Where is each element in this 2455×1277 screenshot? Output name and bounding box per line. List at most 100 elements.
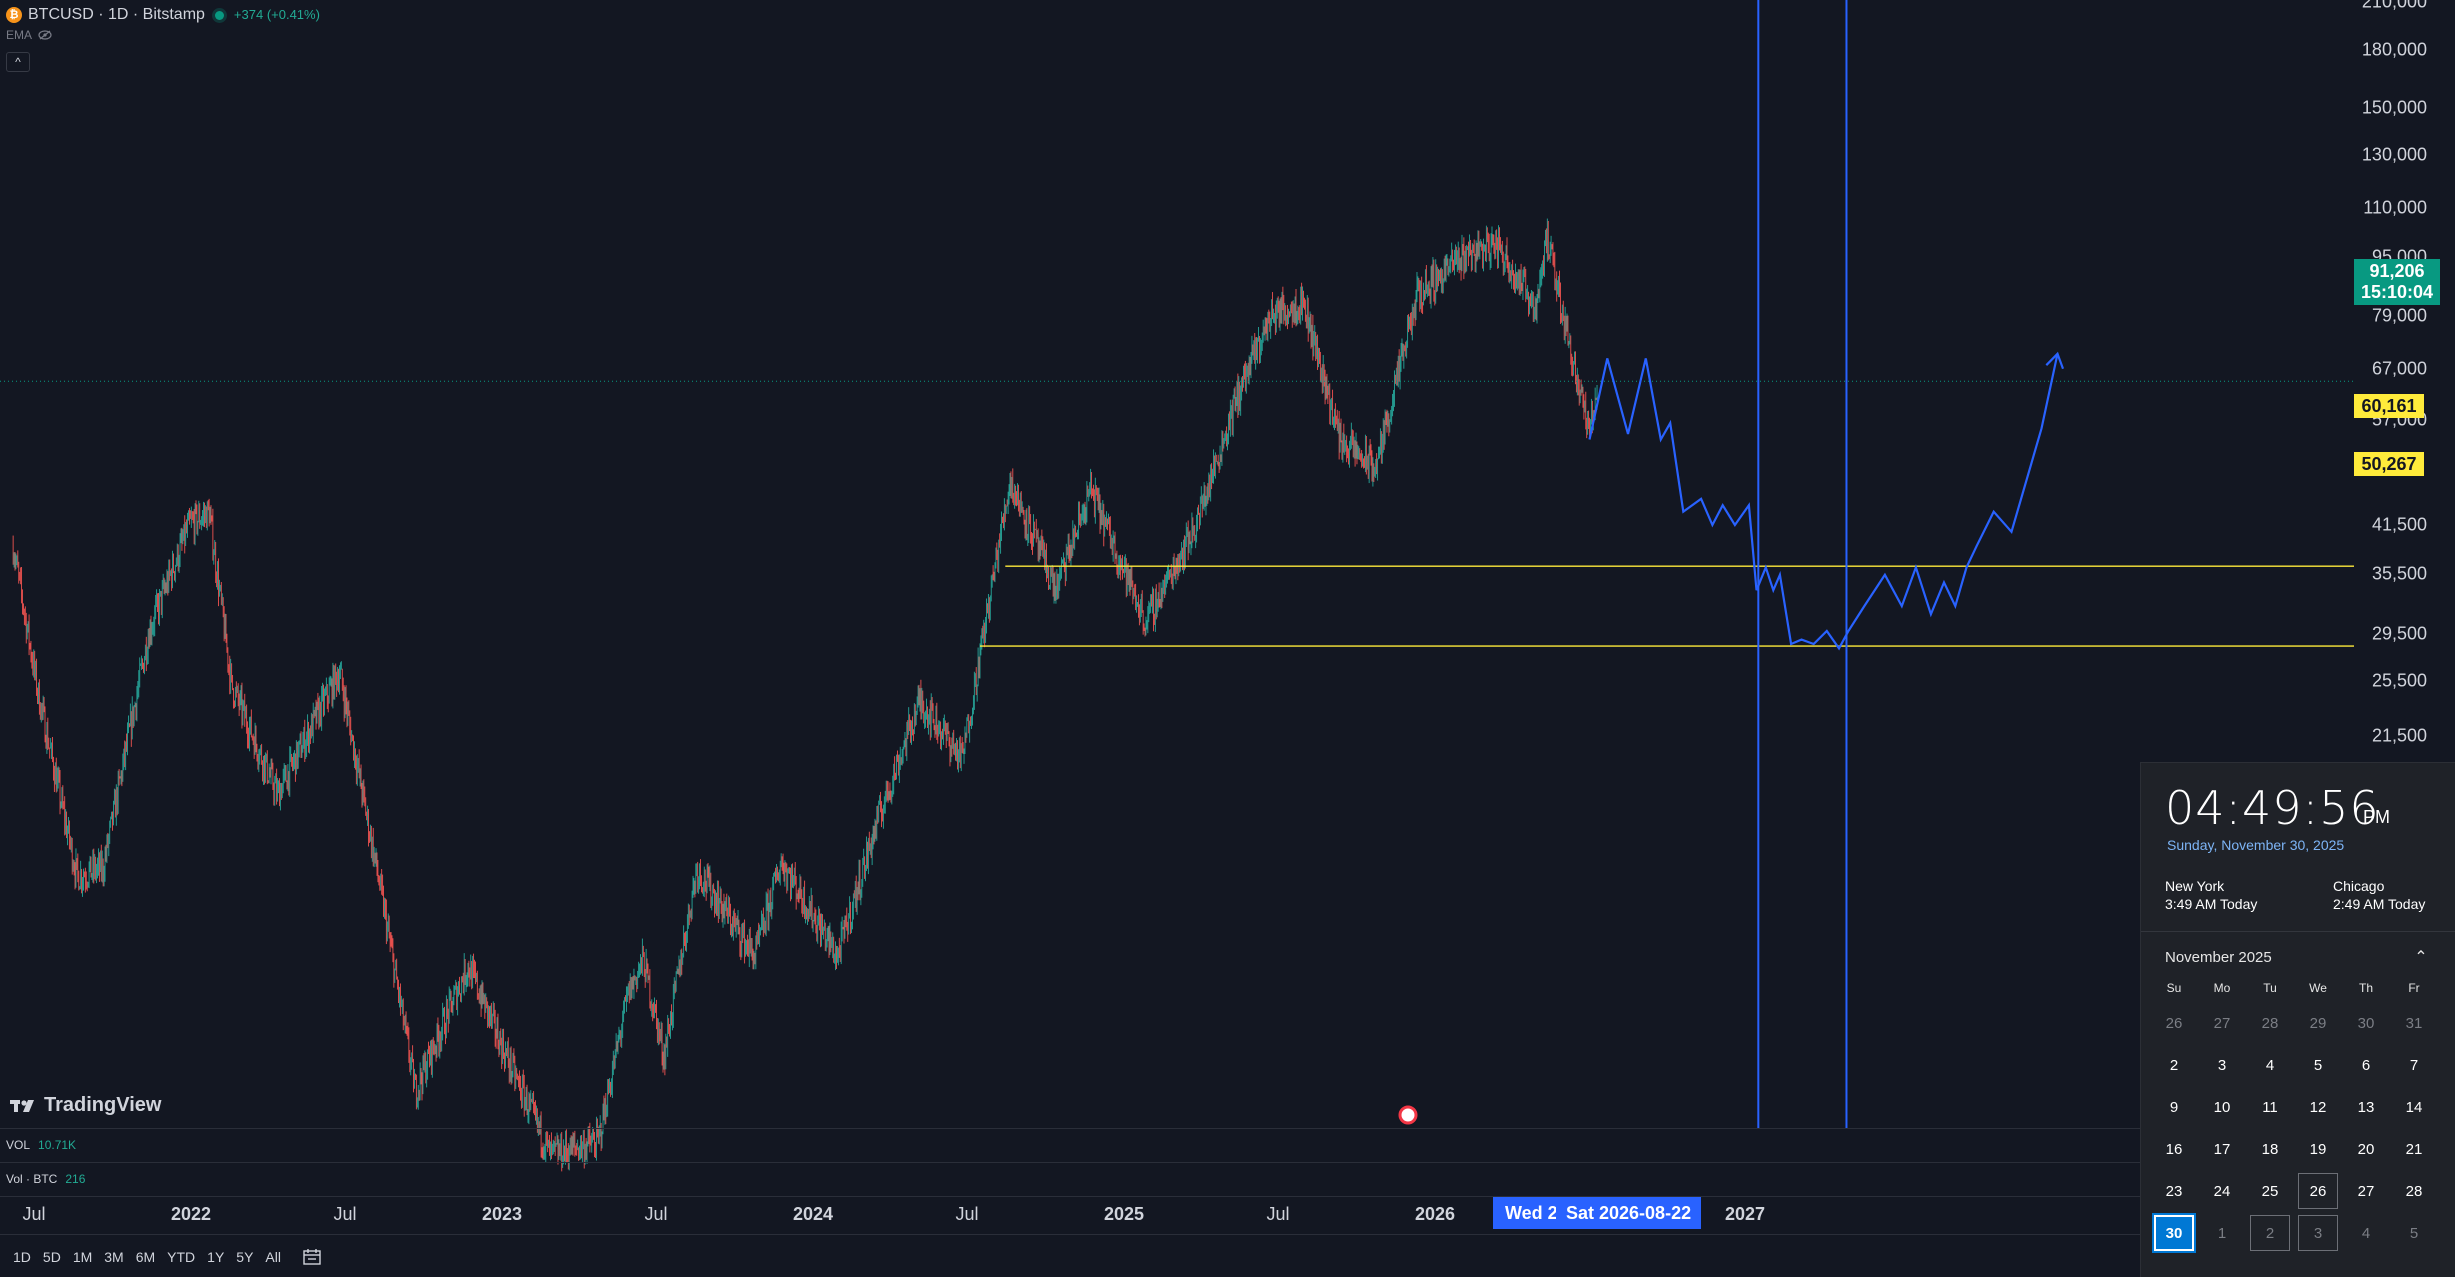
calendar-day[interactable]: 1	[2217, 1224, 2227, 1242]
projection-path	[1588, 353, 2059, 651]
calendar-day[interactable]: 28	[2405, 1182, 2423, 1200]
price-tick: 150,000	[2361, 97, 2427, 118]
range-button-1d[interactable]: 1D	[13, 1248, 31, 1265]
weekday-label: Mo	[2213, 981, 2231, 995]
weekday-label: Su	[2166, 981, 2182, 995]
calendar-day[interactable]: 4	[2361, 1224, 2371, 1242]
level-badge[interactable]: 60,161	[2354, 394, 2424, 418]
world-clock-chicago: Chicago 2:49 AM Today	[2333, 877, 2425, 913]
calendar-day[interactable]: 26	[2165, 1014, 2183, 1032]
price-tick: 79,000	[2371, 305, 2427, 326]
time-tick: Jul	[955, 1204, 979, 1224]
calendar-day[interactable]: 14	[2405, 1098, 2423, 1116]
calendar-day[interactable]: 4	[2265, 1056, 2275, 1074]
crosshair-date-label: Wed 20	[1493, 1197, 1557, 1229]
calendar-day[interactable]: 7	[2409, 1056, 2419, 1074]
crosshair-date-label: Sat 2026-08-22	[1556, 1197, 1702, 1229]
calendar-day[interactable]: 6	[2361, 1056, 2371, 1074]
time-tick: Jul	[644, 1204, 668, 1224]
pane-separator[interactable]	[0, 1128, 2140, 1129]
market-status-icon	[214, 10, 224, 20]
range-button-5d[interactable]: 5D	[42, 1248, 61, 1265]
calendar-day[interactable]: 2	[2169, 1056, 2179, 1074]
time-axis[interactable]	[0, 1196, 2140, 1232]
time-tick: 2023	[481, 1204, 523, 1224]
symbol-title[interactable]: BTCUSD · 1D · Bitstamp	[28, 6, 205, 23]
calendar-month-title[interactable]: November 2025	[2165, 949, 2272, 966]
calendar-day[interactable]: 13	[2357, 1098, 2375, 1116]
tradingview-logo[interactable]: TradingView	[10, 1094, 161, 1117]
calendar-day[interactable]: 21	[2405, 1140, 2423, 1158]
range-button-ytd[interactable]: YTD	[167, 1248, 196, 1265]
calendar-day[interactable]: 31	[2405, 1014, 2423, 1032]
time-tick: 2026	[1414, 1204, 1456, 1224]
indicator-legend[interactable]: EMA	[6, 28, 52, 42]
pane-separator[interactable]	[0, 1162, 2140, 1163]
calendar-day[interactable]: 30	[2357, 1014, 2375, 1032]
calendar-day[interactable]: 25	[2261, 1182, 2279, 1200]
level-badge[interactable]: 50,267	[2354, 452, 2424, 476]
time-tick: 2024	[792, 1204, 834, 1224]
city-name: New York	[2165, 878, 2225, 894]
price-tick: 25,500	[2371, 670, 2427, 691]
overlay-layer	[0, 0, 2354, 1128]
collapse-legend-button[interactable]: ^	[6, 52, 30, 72]
current-price: 91,206	[2369, 261, 2425, 281]
price-tick: 67,000	[2371, 358, 2427, 379]
calendar-day[interactable]: 27	[2213, 1014, 2231, 1032]
range-button-1m[interactable]: 1M	[72, 1248, 93, 1265]
price-tick: 180,000	[2361, 39, 2427, 60]
time-tick: 2025	[1103, 1204, 1145, 1224]
price-tick: 21,500	[2371, 725, 2427, 746]
clock-date-link[interactable]: Sunday, November 30, 2025	[2167, 837, 2345, 853]
previous-month-chevron-icon[interactable]: ⌃	[2414, 949, 2428, 966]
clock-time: 04:49:56	[2165, 781, 2380, 835]
time-tick: Jul	[22, 1204, 46, 1224]
price-tick: 29,500	[2371, 623, 2427, 644]
calendar-day[interactable]: 5	[2313, 1056, 2323, 1074]
price-change: +374 (+0.41%)	[233, 7, 320, 22]
weekday-label: We	[2309, 981, 2327, 995]
calendar-day[interactable]: 12	[2309, 1098, 2327, 1116]
calendar-day[interactable]: 23	[2165, 1182, 2183, 1200]
calendar-day[interactable]: 10	[2213, 1098, 2231, 1116]
price-tick: 35,500	[2371, 563, 2427, 584]
calendar-day[interactable]: 2	[2250, 1215, 2290, 1251]
calendar-day[interactable]: 17	[2213, 1140, 2231, 1158]
range-button-6m[interactable]: 6M	[135, 1248, 156, 1265]
price-tick: 41,500	[2371, 514, 2427, 535]
calendar-day[interactable]: 5	[2409, 1224, 2419, 1242]
eye-hidden-icon[interactable]	[38, 30, 52, 40]
indicator-label[interactable]: EMA	[6, 28, 33, 42]
calendar-day[interactable]: 11	[2262, 1098, 2278, 1116]
calendar-day[interactable]: 16	[2165, 1140, 2183, 1158]
go-to-date-icon[interactable]	[302, 1247, 322, 1267]
calendar-day[interactable]: 18	[2261, 1140, 2279, 1158]
price-tick: 210,000	[2361, 0, 2427, 12]
range-toolbar: 1D 5D 1M 3M 6M YTD 1Y 5Y All	[0, 1234, 2150, 1277]
range-button-1y[interactable]: 1Y	[207, 1248, 225, 1265]
calendar-day[interactable]: 9	[2169, 1098, 2179, 1116]
calendar-day[interactable]: 3	[2298, 1215, 2338, 1251]
volume-btc-legend[interactable]: Vol · BTC 216	[6, 1172, 85, 1186]
calendar-day[interactable]: 29	[2309, 1014, 2327, 1032]
calendar-day[interactable]: 24	[2213, 1182, 2231, 1200]
calendar-day-today[interactable]: 30	[2154, 1215, 2194, 1251]
range-button-5y[interactable]: 5Y	[236, 1248, 254, 1265]
calendar-day[interactable]: 19	[2309, 1140, 2327, 1158]
time-tick: Jul	[333, 1204, 357, 1224]
event-marker-icon[interactable]	[1398, 1105, 1418, 1125]
calendar-day[interactable]: 26	[2298, 1173, 2338, 1209]
volume-legend[interactable]: VOL 10.71K	[6, 1138, 76, 1152]
calendar-day[interactable]: 28	[2261, 1014, 2279, 1032]
city-time: 2:49 AM Today	[2333, 896, 2426, 912]
calendar-day[interactable]: 20	[2357, 1140, 2375, 1158]
range-button-all[interactable]: All	[265, 1248, 281, 1265]
volume-value: 10.71K	[38, 1138, 77, 1152]
range-button-3m[interactable]: 3M	[104, 1248, 124, 1265]
calendar-day[interactable]: 27	[2357, 1182, 2375, 1200]
calendar-day[interactable]: 3	[2217, 1056, 2227, 1074]
symbol-legend[interactable]: ₿ BTCUSD · 1D · Bitstamp +374 (+0.41%)	[6, 4, 320, 26]
